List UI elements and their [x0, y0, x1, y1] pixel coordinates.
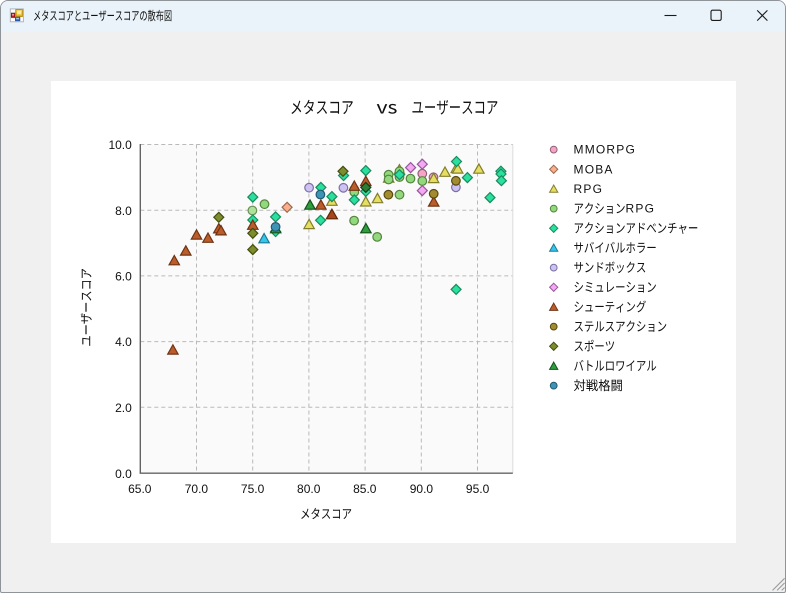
svg-text:0.0: 0.0	[115, 467, 132, 481]
svg-text:80.0: 80.0	[297, 482, 321, 496]
svg-text:MOBA: MOBA	[574, 162, 614, 176]
svg-text:65.0: 65.0	[128, 482, 152, 496]
svg-text:95.0: 95.0	[466, 482, 490, 496]
svg-text:70.0: 70.0	[185, 482, 209, 496]
svg-text:75.0: 75.0	[241, 482, 265, 496]
svg-text:6.0: 6.0	[115, 270, 132, 284]
svg-text:RPG: RPG	[626, 202, 656, 216]
svg-text:2.0: 2.0	[115, 401, 132, 415]
svg-text:MMORPG: MMORPG	[574, 143, 637, 157]
svg-text:85.0: 85.0	[353, 482, 377, 496]
svg-text:8.0: 8.0	[115, 204, 132, 218]
svg-text:90.0: 90.0	[410, 482, 434, 496]
svg-text:4.0: 4.0	[115, 335, 132, 349]
svg-text:RPG: RPG	[574, 182, 604, 196]
svg-text:10.0: 10.0	[108, 138, 132, 152]
